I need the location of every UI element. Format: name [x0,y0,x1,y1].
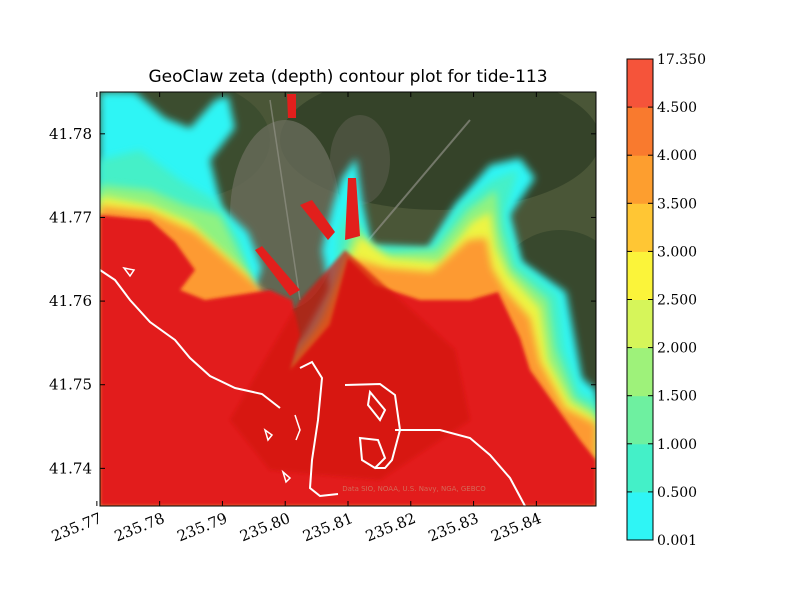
y-tick-label: 41.77 [49,208,92,226]
y-tick-label: 41.74 [49,459,92,477]
colorbar-swatch [627,443,653,493]
x-tick-label: 235.84 [488,509,543,545]
colorbar-label: 0.500 [657,485,697,501]
x-tick-label: 235.77 [49,509,104,545]
colorbar-label: 0.001 [657,533,697,549]
y-tick-label: 41.78 [49,125,92,143]
flood-contours [100,92,596,506]
colorbar-swatch [627,491,653,541]
x-tick-label: 235.80 [237,509,292,545]
y-axis: 41.74 41.75 41.76 41.77 41.78 [49,125,596,477]
colorbar-swatch [627,107,653,156]
colorbar-swatch [627,299,653,349]
colorbar-swatch [627,347,653,397]
colorbar-swatch [627,395,653,445]
colorbar-swatch [627,203,653,252]
colorbar-label: 17.350 [657,52,706,68]
x-tick-label: 235.82 [363,509,418,545]
colorbar: 0.001 0.500 1.000 1.500 2.000 2.500 3.000 3.500… [626,52,706,549]
colorbar-label: 4.000 [657,148,697,164]
x-tick-label: 235.83 [426,509,481,545]
flood-channel-north [287,94,296,118]
chart-title: GeoClaw zeta (depth) contour plot for ti… [148,67,547,87]
colorbar-label: 3.000 [657,244,697,260]
flood-channel-river [345,178,360,240]
y-tick-label: 41.75 [49,376,92,394]
colorbar-label: 2.000 [657,341,697,357]
colorbar-label: 4.500 [657,100,697,116]
colorbar-label: 2.500 [657,293,697,309]
flood-bay-core [230,250,470,480]
flood-channel-creek [300,200,335,240]
colorbar-label: 1.500 [657,389,697,405]
x-tick-label: 235.78 [112,509,167,545]
colorbar-label: 3.500 [657,196,697,212]
x-tick-label: 235.79 [175,509,230,545]
flood-channel-west [255,246,300,296]
y-tick-label: 41.76 [49,292,92,310]
x-tick-label: 235.81 [300,509,355,545]
colorbar-swatch [627,251,653,300]
colorbar-swatch [627,59,653,108]
coastline-outline [100,266,526,506]
colorbar-swatch [627,155,653,204]
colorbar-label: 1.000 [657,437,697,453]
data-credit: Data SIO, NOAA, U.S. Navy, NGA, GEBCO [342,485,486,493]
plot-area: Data SIO, NOAA, U.S. Navy, NGA, GEBCO [100,92,596,506]
